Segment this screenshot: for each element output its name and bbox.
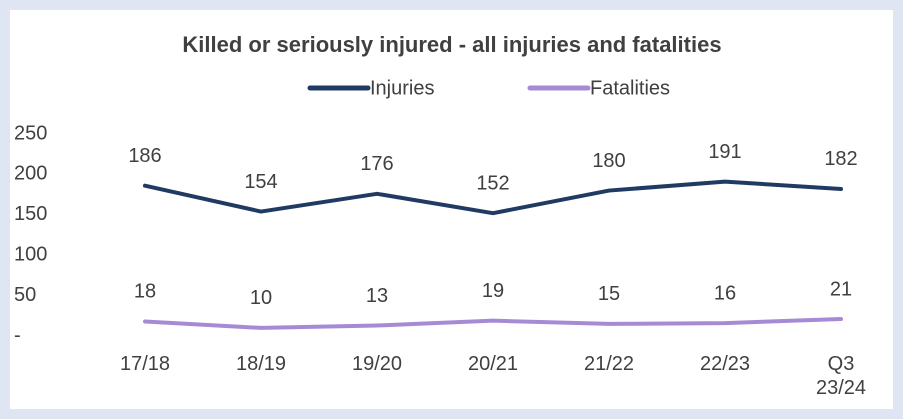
y-tick-label: 50 xyxy=(14,284,36,306)
data-label: 15 xyxy=(598,283,620,305)
data-label: 186 xyxy=(128,145,161,167)
data-label: 18 xyxy=(134,281,156,303)
data-label: 154 xyxy=(244,171,277,193)
x-tick-label: 18/19 xyxy=(235,353,287,375)
x-tick-label: 20/21 xyxy=(467,353,519,375)
legend-label: Injuries xyxy=(370,77,434,99)
data-label: 19 xyxy=(482,280,504,302)
data-label: 152 xyxy=(476,172,509,194)
y-tick-label: 200 xyxy=(14,163,47,185)
data-label: 191 xyxy=(708,141,741,163)
data-label: 10 xyxy=(250,287,272,309)
data-label: 21 xyxy=(830,278,852,300)
x-tick-label: 19/20 xyxy=(351,353,403,375)
series-line xyxy=(143,317,843,330)
data-label: 13 xyxy=(366,285,388,307)
x-tick-label: 21/22 xyxy=(583,353,635,375)
y-tick-label: 150 xyxy=(14,203,47,225)
y-tick-label: - xyxy=(14,324,21,346)
x-tick-label: 22/23 xyxy=(699,353,751,375)
y-tick-label: 100 xyxy=(14,243,47,265)
x-tick-label: Q3 23/24 xyxy=(815,353,867,399)
series-line xyxy=(143,179,843,216)
data-label: 176 xyxy=(360,153,393,175)
data-label: 182 xyxy=(824,148,857,170)
chart-title: Killed or seriously injured - all injuri… xyxy=(182,32,721,57)
legend-label: Fatalities xyxy=(590,77,670,99)
y-tick-label: 250 xyxy=(14,122,47,144)
x-tick-label: 17/18 xyxy=(119,353,171,375)
data-label: 16 xyxy=(714,282,736,304)
chart-area xyxy=(10,10,893,409)
data-label: 180 xyxy=(592,150,625,172)
